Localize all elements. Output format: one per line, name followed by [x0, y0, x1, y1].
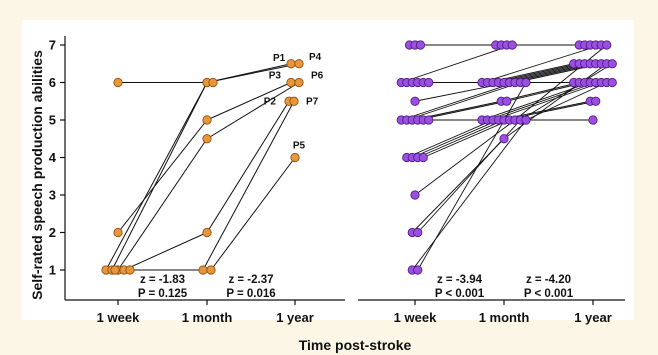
y-tick-label: 5 — [49, 113, 56, 128]
y-tick-label: 3 — [49, 188, 56, 203]
right-panel: z = -3.94 P < 0.001 z = -4.20 P < 0.001 — [396, 40, 617, 300]
x-tick-label: 1 year — [574, 310, 612, 325]
data-point — [113, 77, 123, 88]
participant-line — [520, 63, 613, 121]
participant-line — [423, 119, 510, 158]
participant-line — [206, 82, 300, 140]
participant-line — [487, 82, 596, 121]
y-tick-label: 6 — [49, 75, 56, 90]
data-point — [202, 134, 212, 144]
data-point — [607, 59, 617, 69]
participant-line — [401, 44, 513, 83]
participant-label: P4 — [309, 52, 322, 63]
stat-p: P < 0.001 — [524, 288, 574, 300]
stat-p: P = 0.125 — [138, 288, 188, 300]
data-point — [208, 77, 218, 88]
participant-label: P6 — [311, 71, 324, 82]
data-point — [424, 77, 434, 88]
data-point — [198, 265, 208, 275]
data-point — [202, 115, 212, 125]
participant-label: P5 — [293, 141, 306, 152]
stat-z: z = -3.94 — [437, 274, 483, 286]
y-tick-label: 2 — [49, 225, 56, 240]
participant-line — [206, 100, 290, 233]
data-point — [289, 96, 299, 106]
participant-line — [406, 82, 521, 121]
participant-line — [105, 82, 208, 271]
data-point — [410, 190, 420, 200]
x-tick-label: 1 month — [479, 310, 530, 325]
data-point — [521, 77, 531, 88]
x-axis-label: Time post-stroke — [299, 337, 412, 353]
y-axis-label: Self-rated speech production abilities — [29, 50, 45, 300]
x-tick-label: 1 week — [97, 310, 140, 325]
x-tick-label: 1 month — [182, 310, 233, 325]
data-point — [413, 227, 423, 238]
data-point — [507, 40, 517, 50]
x-tick-label: 1 year — [276, 310, 314, 325]
participant-label: P1 — [273, 53, 286, 64]
participant-line — [210, 157, 296, 271]
participant-line — [202, 101, 295, 271]
participant-line — [501, 82, 580, 102]
stat-z: z = -2.37 — [228, 274, 273, 286]
participant-line — [117, 119, 208, 233]
participant-line — [111, 82, 208, 271]
participant-line — [492, 82, 602, 121]
data-point — [294, 59, 304, 69]
stat-p: P < 0.001 — [435, 288, 485, 300]
participant-line — [412, 119, 499, 158]
participant-line — [401, 82, 516, 121]
data-point — [607, 77, 617, 88]
participant-line — [411, 119, 527, 271]
data-point — [286, 59, 296, 69]
y-tick-label: 4 — [49, 150, 57, 165]
stat-p: P = 0.016 — [226, 288, 275, 300]
data-point — [410, 96, 420, 106]
data-point — [418, 152, 428, 163]
data-point — [415, 40, 426, 50]
axes: 1 2 3 4 5 6 7 1 week 1 month 1 year 1 week 1 month 1… — [49, 36, 625, 325]
data-point — [424, 115, 434, 125]
data-point — [125, 265, 135, 275]
data-point — [286, 77, 296, 88]
participant-line — [417, 100, 507, 121]
data-point — [588, 115, 598, 125]
data-point — [413, 265, 423, 275]
y-tick-label: 7 — [49, 38, 56, 53]
y-tick-label: 1 — [49, 263, 56, 278]
participant-line — [481, 44, 602, 83]
participant-line — [414, 119, 516, 196]
data-point — [110, 265, 120, 275]
participant-label: P7 — [306, 96, 319, 107]
participant-line — [417, 82, 527, 271]
data-point — [294, 77, 304, 88]
participant-line — [417, 119, 505, 158]
participant-label: P3 — [269, 71, 282, 82]
data-point — [290, 152, 300, 163]
participant-line — [525, 82, 607, 121]
data-point — [521, 115, 531, 125]
data-point — [591, 96, 601, 106]
participant-line — [206, 82, 292, 121]
left-panel: P1 P4 P3 P6 P2 P7 P5 z = -1.83 P = 0.125 z = -2.3… — [101, 52, 324, 300]
data-point — [602, 40, 612, 50]
stat-z: z = -4.20 — [526, 274, 571, 286]
participant-line — [206, 63, 300, 83]
data-point — [113, 227, 123, 238]
participant-line — [123, 232, 208, 271]
data-point — [206, 265, 216, 275]
participant-line — [406, 119, 494, 158]
x-tick-label: 1 week — [394, 310, 437, 325]
stat-z: z = -1.83 — [140, 274, 185, 286]
participant-label: P2 — [264, 96, 277, 107]
participant-line — [117, 138, 208, 271]
data-point — [502, 96, 512, 106]
data-point — [499, 134, 509, 144]
data-point — [202, 227, 212, 238]
